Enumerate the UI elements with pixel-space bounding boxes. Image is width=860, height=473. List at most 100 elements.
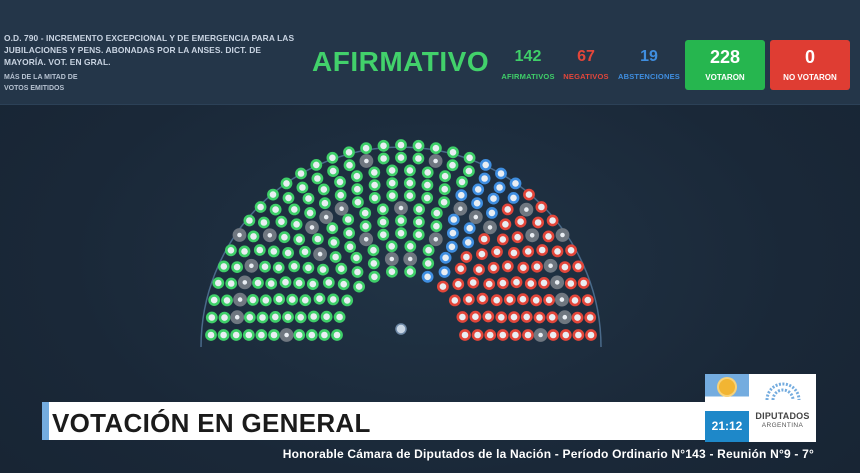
seat-negativo xyxy=(510,276,523,289)
seat-afirmativo xyxy=(412,228,425,241)
majority-rule-line1: MÁS DE LA MITAD DE xyxy=(4,74,78,81)
seat-afirmativo xyxy=(310,159,323,171)
chamber-seating-chart xyxy=(200,139,602,348)
seat-ausente xyxy=(313,247,327,261)
hemicycle-logo-icon xyxy=(765,382,801,401)
seat-negativo xyxy=(538,276,550,289)
seat-negativo xyxy=(551,245,564,258)
seat-negativo xyxy=(584,311,597,324)
seat-afirmativo xyxy=(456,176,468,188)
seat-negativo xyxy=(517,261,530,274)
seat-afirmativo xyxy=(225,277,238,290)
seat-negativo xyxy=(559,261,571,273)
seat-afirmativo xyxy=(217,329,230,341)
seat-ausente xyxy=(305,220,319,235)
banner-title: VOTACIÓN EN GENERAL xyxy=(52,408,371,438)
seat-afirmativo xyxy=(247,230,260,243)
seat-afirmativo xyxy=(351,196,364,209)
seat-ausente xyxy=(550,275,565,290)
seat-afirmativo xyxy=(368,270,381,283)
seat-afirmativo xyxy=(334,189,347,202)
seat-afirmativo xyxy=(438,196,450,209)
seat-afirmativo xyxy=(412,139,425,152)
seat-abstencion xyxy=(493,181,506,194)
seat-afirmativo xyxy=(395,227,407,240)
seat-afirmativo xyxy=(293,329,306,341)
seat-ausente xyxy=(483,220,497,235)
seat-ausente xyxy=(237,275,252,290)
afirmativos-label: AFIRMATIVOS xyxy=(501,72,555,81)
seat-afirmativo xyxy=(302,192,315,205)
clock: 21:12 xyxy=(705,411,749,442)
seat-afirmativo xyxy=(351,183,364,196)
seat-negativo xyxy=(511,231,524,244)
seat-ausente xyxy=(403,252,418,266)
seat-negativo xyxy=(577,277,590,289)
seat-afirmativo xyxy=(367,257,380,270)
seat-negativo xyxy=(564,277,577,290)
seat-afirmativo xyxy=(259,260,271,273)
seat-ausente xyxy=(359,232,374,247)
seat-negativo xyxy=(572,329,585,341)
footer-ticker: Honorable Cámara de Diputados de la Naci… xyxy=(282,447,814,461)
seat-afirmativo xyxy=(238,245,251,258)
seat-negativo xyxy=(496,233,509,246)
seat-negativo xyxy=(542,230,555,243)
seat-afirmativo xyxy=(269,203,282,216)
seat-afirmativo xyxy=(299,294,312,307)
seat-negativo xyxy=(460,251,473,263)
seat-negativo xyxy=(565,244,577,257)
seat-negativo xyxy=(543,293,555,306)
seat-negativo xyxy=(452,278,465,291)
seat-afirmativo xyxy=(368,166,381,179)
seat-afirmativo xyxy=(327,236,340,249)
seat-ausente xyxy=(555,228,570,242)
seat-negativo xyxy=(483,278,496,290)
seat-ausente xyxy=(230,310,245,325)
seat-ausente xyxy=(543,258,558,273)
seat-afirmativo xyxy=(326,151,339,164)
seat-negativo xyxy=(490,294,503,307)
seat-afirmativo xyxy=(217,260,230,273)
seat-abstencion xyxy=(439,251,452,264)
seat-afirmativo xyxy=(377,139,390,152)
seat-negativo xyxy=(501,203,514,216)
vote-header: O.D. 790 - INCREMENTO EXCEPCIONAL Y DE E… xyxy=(0,0,860,105)
abstenciones-label: ABSTENCIONES xyxy=(618,72,680,81)
seat-afirmativo xyxy=(386,177,399,189)
seat-afirmativo xyxy=(359,220,372,233)
seat-afirmativo xyxy=(333,311,346,323)
seat-afirmativo xyxy=(395,151,407,164)
seat-afirmativo xyxy=(288,260,301,273)
seat-abstencion xyxy=(446,227,459,240)
seat-negativo xyxy=(546,214,559,227)
seat-negativo xyxy=(514,215,527,228)
seat-abstencion xyxy=(447,213,460,226)
seat-afirmativo xyxy=(439,170,451,183)
seat-negativo xyxy=(476,292,489,305)
seat-afirmativo xyxy=(430,207,443,219)
seat-ausente xyxy=(468,210,483,224)
seat-afirmativo xyxy=(343,146,355,159)
seat-afirmativo xyxy=(360,142,372,155)
seat-afirmativo xyxy=(272,261,285,274)
seat-negativo xyxy=(487,261,500,274)
motion-title: O.D. 790 - INCREMENTO EXCEPCIONAL Y DE E… xyxy=(4,33,295,67)
seat-afirmativo xyxy=(230,329,243,341)
abstenciones-counter: 19 ABSTENCIONES xyxy=(618,48,680,81)
seat-afirmativo xyxy=(367,244,380,257)
seat-abstencion xyxy=(462,236,475,249)
seat-afirmativo xyxy=(430,220,443,233)
seat-negativo xyxy=(572,260,585,273)
seat-ausente xyxy=(279,328,294,342)
seat-ausente xyxy=(519,202,534,217)
seat-afirmativo xyxy=(212,277,225,289)
seat-afirmativo xyxy=(421,179,434,191)
seat-afirmativo xyxy=(311,233,324,245)
seat-afirmativo xyxy=(293,233,306,246)
seat-afirmativo xyxy=(329,251,342,263)
seat-afirmativo xyxy=(386,164,398,177)
seat-afirmativo xyxy=(254,201,267,213)
seat-afirmativo xyxy=(335,262,348,275)
seat-ausente xyxy=(394,201,408,215)
